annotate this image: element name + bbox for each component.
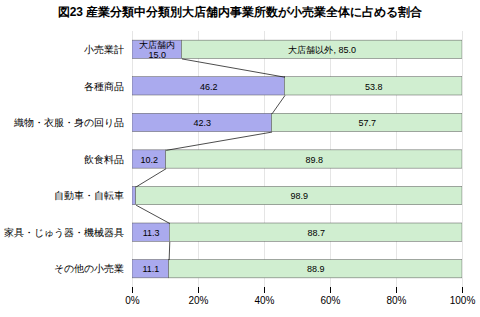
svg-text:織物・衣服・身の回り品: 織物・衣服・身の回り品 — [13, 117, 124, 128]
svg-text:88.7: 88.7 — [307, 228, 325, 238]
svg-text:自動車・自転車: 自動車・自転車 — [54, 190, 124, 201]
svg-text:20%: 20% — [188, 295, 208, 306]
svg-text:53.8: 53.8 — [365, 82, 383, 92]
html-text:図23 産業分類中分類別大店舗内事業所数が小売業全体に占める: 図23 産業分類中分類別大店舗内事業所数が小売業全体に占める割合 — [57, 5, 423, 19]
svg-text:57.7: 57.7 — [359, 118, 377, 128]
svg-text:40%: 40% — [254, 295, 274, 306]
svg-text:88.9: 88.9 — [307, 264, 325, 274]
svg-text:11.3: 11.3 — [143, 228, 160, 238]
svg-text:46.2: 46.2 — [200, 82, 218, 92]
svg-text:89.8: 89.8 — [306, 155, 324, 165]
svg-text:10.2: 10.2 — [141, 155, 159, 165]
svg-text:各種商品: 各種商品 — [84, 81, 124, 92]
svg-text:98.9: 98.9 — [291, 191, 309, 201]
svg-text:80%: 80% — [386, 295, 406, 306]
svg-text:その他の小売業: その他の小売業 — [54, 263, 124, 274]
svg-text:11.1: 11.1 — [142, 264, 159, 274]
svg-text:家具・じゅう器・機械器具: 家具・じゅう器・機械器具 — [4, 227, 124, 238]
svg-text:小売業計: 小売業計 — [84, 44, 124, 55]
svg-text:60%: 60% — [320, 295, 340, 306]
svg-text:大店舗内15.0: 大店舗内15.0 — [139, 40, 175, 60]
svg-text:100%: 100% — [450, 295, 476, 306]
svg-text:飲食料品: 飲食料品 — [84, 154, 124, 165]
svg-text:42.3: 42.3 — [194, 118, 212, 128]
svg-text:大店舗以外, 85.0: 大店舗以外, 85.0 — [288, 45, 356, 55]
svg-text:0%: 0% — [125, 295, 140, 306]
